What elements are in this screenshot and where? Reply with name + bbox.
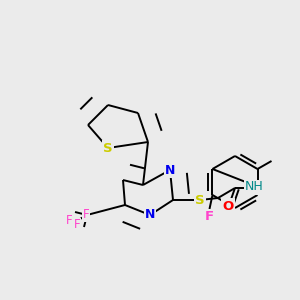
Text: F: F xyxy=(83,208,89,221)
Text: S: S xyxy=(103,142,113,154)
Text: S: S xyxy=(195,194,205,206)
Text: F: F xyxy=(205,211,214,224)
Text: F: F xyxy=(74,218,80,232)
Text: N: N xyxy=(165,164,175,176)
Text: N: N xyxy=(145,208,155,221)
Text: F: F xyxy=(66,214,72,226)
Text: O: O xyxy=(222,200,234,212)
Text: NH: NH xyxy=(244,181,263,194)
